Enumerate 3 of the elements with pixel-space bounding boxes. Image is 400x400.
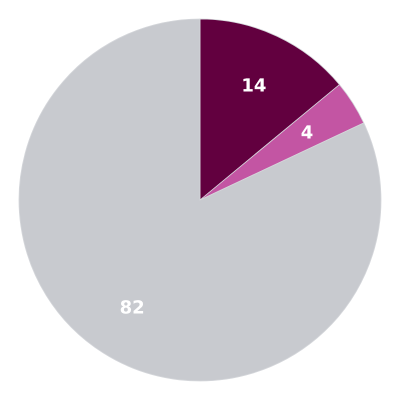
pie-slice	[18, 18, 382, 382]
data-label: 14	[241, 76, 266, 97]
data-label: 4	[300, 122, 314, 144]
